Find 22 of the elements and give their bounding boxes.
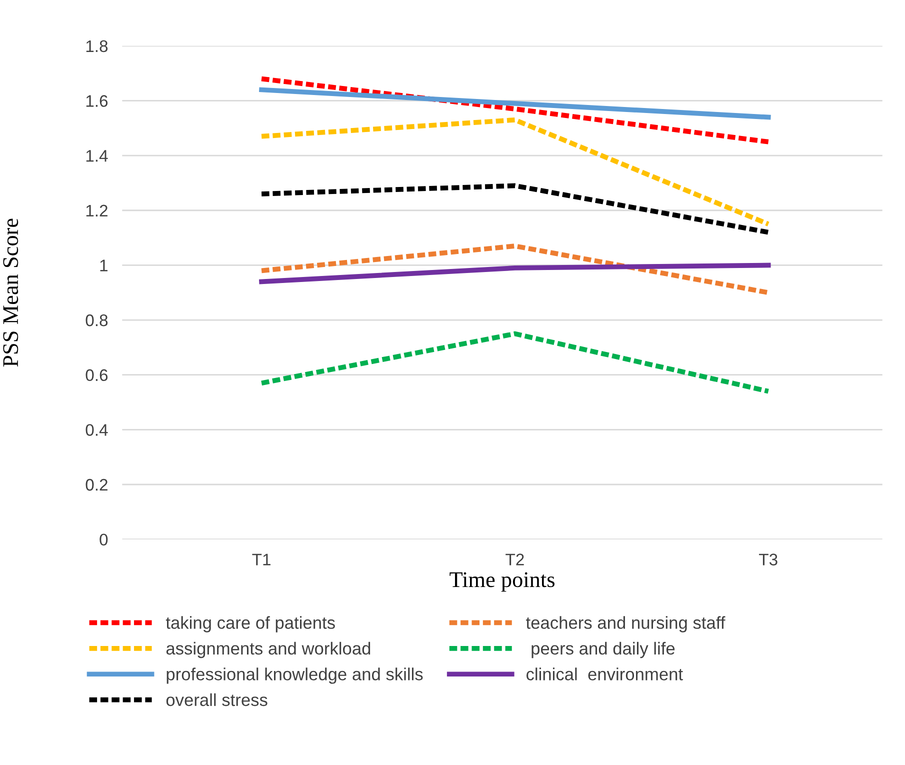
legend-label: professional knowledge and skills (166, 668, 423, 684)
x-tick-label: T1 (252, 554, 270, 566)
y-tick-label: 0 (100, 534, 108, 546)
legend-label: overall stress (166, 693, 268, 706)
x-axis-title: Time points (450, 572, 554, 592)
y-tick-label: 1.4 (86, 150, 108, 162)
y-tick-label: 1.8 (86, 40, 108, 52)
legend-label: peers and daily life (532, 642, 675, 658)
y-axis-title: PSS Mean Score (3, 218, 18, 367)
legend-label: teachers and nursing staff (526, 616, 726, 632)
y-tick-label: 0.6 (86, 369, 108, 382)
y-tick-label: 0.4 (86, 424, 108, 436)
y-tick-label: 1.2 (86, 204, 108, 216)
legend-label: clinical environment (526, 668, 683, 680)
y-tick-label: 0.2 (86, 478, 108, 491)
x-tick-label: T3 (758, 554, 778, 566)
y-tick-label: 1.6 (86, 95, 108, 107)
y-tick-label: 0.8 (86, 314, 108, 326)
legend-label: taking care of patients (166, 616, 335, 632)
y-tick-label: 1 (100, 260, 108, 272)
legend-label: assignments and workload (166, 642, 370, 658)
x-tick-label: T2 (506, 554, 524, 566)
